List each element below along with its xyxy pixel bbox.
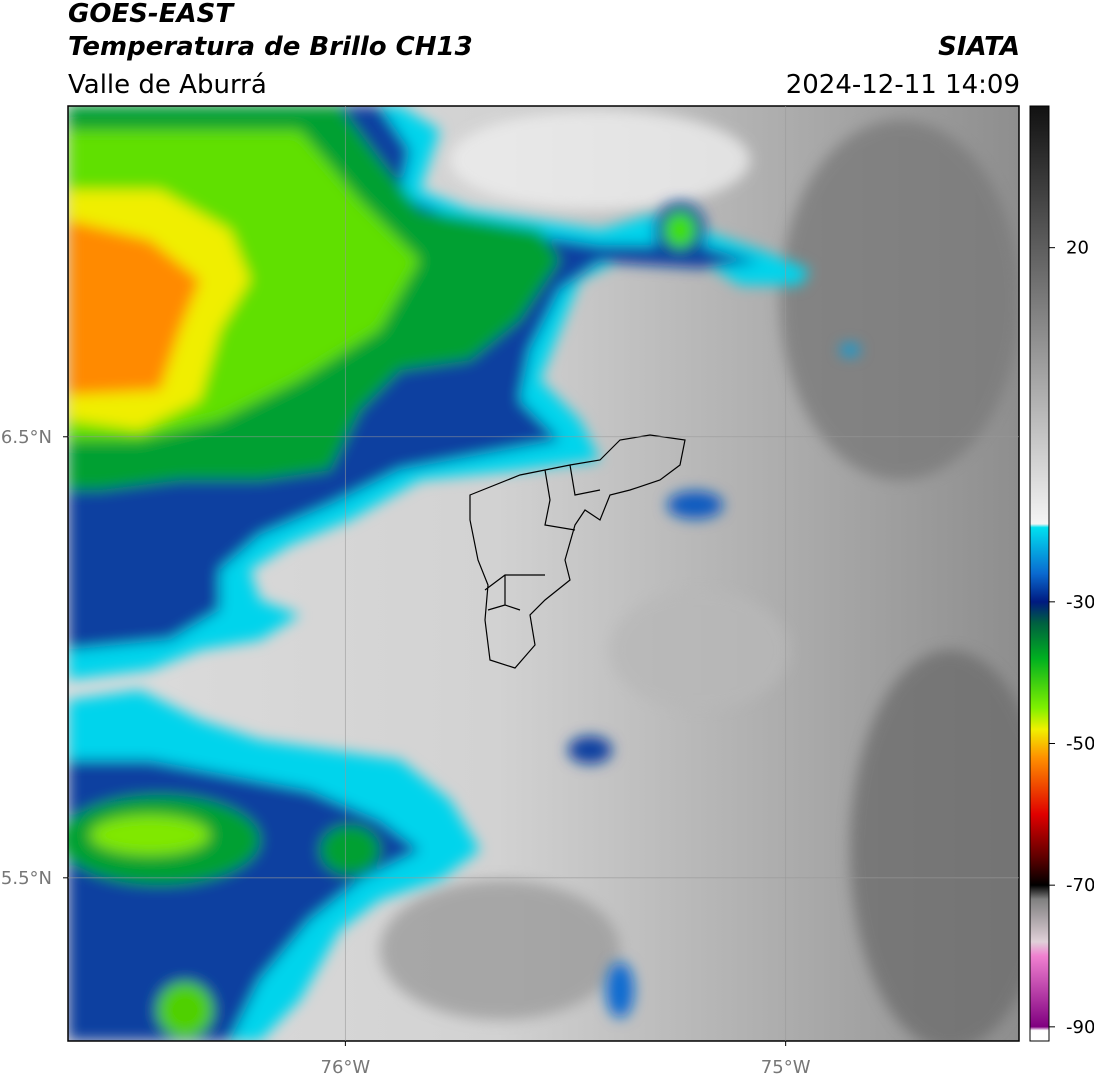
colorbar-tick-label: 20 <box>1066 238 1089 259</box>
region: Valle de Aburrá <box>68 70 267 100</box>
y-tick-label: 5.5°N <box>1 868 52 889</box>
satellite-image <box>68 106 1019 1041</box>
subtitle: Temperatura de Brillo CH13 <box>68 32 473 62</box>
title: GOES-EAST <box>68 0 235 29</box>
datetime: 2024-12-11 14:09 <box>786 70 1020 100</box>
x-tick-label: 76°W <box>321 1057 371 1078</box>
colorbar <box>1029 105 1050 1042</box>
map-frame <box>67 105 1020 1042</box>
colorbar-tick-label: -50 <box>1066 734 1094 755</box>
x-tick-label: 75°W <box>761 1057 811 1078</box>
colorbar-tick-label: -30 <box>1066 592 1094 613</box>
source: SIATA <box>938 32 1020 62</box>
colorbar-tick-label: -70 <box>1066 875 1094 896</box>
colorbar-tick-label: -90 <box>1066 1017 1094 1038</box>
y-tick-label: 6.5°N <box>1 427 52 448</box>
municipal-boundaries <box>469 434 686 669</box>
